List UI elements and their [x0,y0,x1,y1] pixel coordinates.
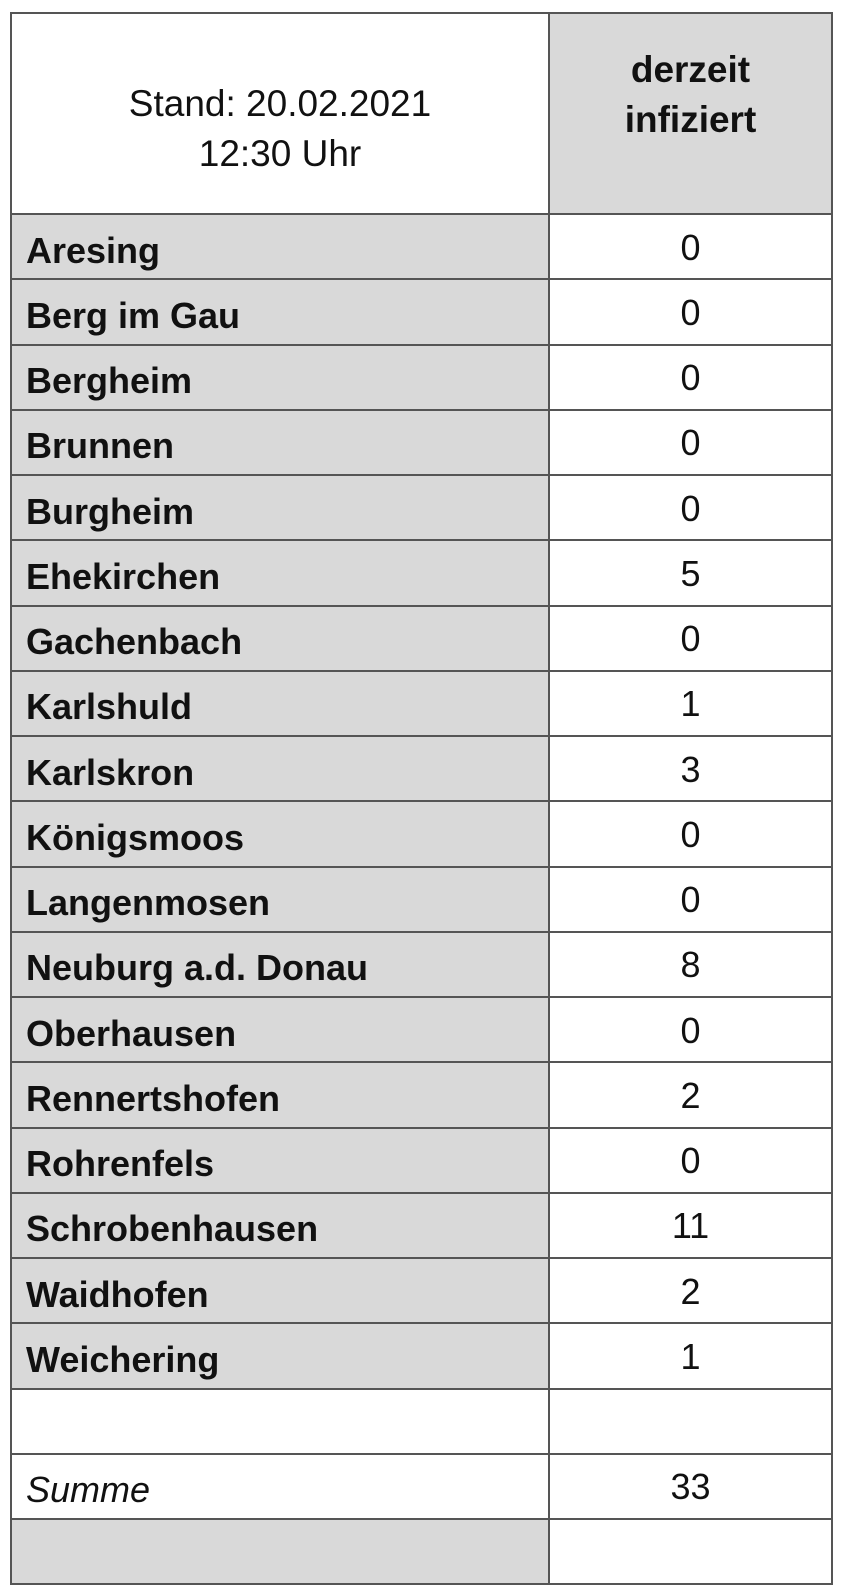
row-name-cell: Gachenbach [10,604,550,672]
row-value-cell: 0 [548,800,833,868]
infected-count: 2 [680,1074,701,1116]
row-name-cell: Rohrenfels [10,1126,550,1194]
row-value-cell: 3 [548,735,833,803]
infected-count: 8 [680,944,701,986]
row-name-cell: Karlskron [10,735,550,803]
municipality-name: Rohrenfels [26,1143,215,1185]
municipality-name: Waidhofen [26,1273,209,1315]
infected-count: 5 [680,552,701,594]
municipality-name: Oberhausen [26,1012,237,1054]
table: Stand: 20.02.2021 12:30 Uhr derzeit infizie… [10,12,833,1585]
stand-line: Stand: 20.02.2021 [128,82,432,124]
row-name-cell: Bergheim [10,343,550,411]
municipality-name: Gachenbach [26,621,243,663]
municipality-name: Aresing [26,229,161,271]
header-stand: Stand: 20.02.2021 12:30 Uhr [10,12,550,215]
infected-count: 0 [680,487,701,529]
row-value-cell: 0 [548,408,833,476]
row-value-cell: 0 [548,996,833,1064]
infected-count: 0 [680,618,701,660]
empty-cell [10,1387,550,1455]
total-value-cell: 33 [548,1452,833,1520]
row-value-cell: 2 [548,1257,833,1325]
infected-count: 3 [680,748,701,790]
municipality-name: Berg im Gau [26,294,241,336]
row-name-cell: Brunnen [10,408,550,476]
row-value-cell: 1 [548,1322,833,1390]
row-name-cell: Karlshuld [10,669,550,737]
row-name-cell: Burgheim [10,474,550,542]
row-value-cell: 1 [548,669,833,737]
infected-count: 11 [671,1205,710,1247]
infected-count: 0 [680,357,701,399]
municipality-name: Langenmosen [26,882,271,924]
municipality-name: Rennertshofen [26,1077,281,1119]
row-value-cell: 5 [548,539,833,607]
row-name-cell: Oberhausen [10,996,550,1064]
infected-count: 0 [680,879,701,921]
municipality-name: Brunnen [26,425,174,467]
infected-count: 0 [680,813,701,855]
stand-line: 12:30 Uhr [198,132,362,174]
row-name-cell: Langenmosen [10,865,550,933]
row-name-cell: Ehekirchen [10,539,550,607]
total-label: Summe [26,1469,151,1511]
infected-count: 0 [680,291,701,333]
municipality-name: Königsmoos [26,816,245,858]
municipality-name: Weichering [26,1338,220,1380]
row-name-cell: Weichering [10,1322,550,1390]
municipality-name: Karlskron [26,751,195,793]
total-value: 33 [670,1466,711,1508]
row-value-cell: 0 [548,1126,833,1194]
municipality-name: Schrobenhausen [26,1208,319,1250]
row-name-cell: Schrobenhausen [10,1191,550,1259]
row-name-cell: Königsmoos [10,800,550,868]
column-header-line: infiziert [624,98,757,140]
infected-count: 0 [680,1140,701,1182]
row-name-cell: Waidhofen [10,1257,550,1325]
row-value-cell: 8 [548,930,833,998]
infected-count: 2 [680,1270,701,1312]
row-name-cell: Berg im Gau [10,278,550,346]
municipality-name: Karlshuld [26,686,193,728]
header-column: derzeit infiziert [548,12,833,215]
municipality-name: Bergheim [26,360,193,402]
row-name-cell: Rennertshofen [10,1061,550,1129]
row-value-cell: 11 [548,1191,833,1259]
empty-cell [548,1387,833,1455]
infected-count: 0 [680,1009,701,1051]
infected-count: 1 [680,1335,701,1377]
row-value-cell: 0 [548,865,833,933]
row-value-cell: 0 [548,343,833,411]
infected-count: 1 [680,683,701,725]
column-header-line: derzeit [630,48,751,90]
row-value-cell: 0 [548,604,833,672]
municipality-name: Burgheim [26,490,195,532]
row-value-cell: 2 [548,1061,833,1129]
partial-row-cell [10,1518,550,1585]
row-value-cell: 0 [548,213,833,281]
municipality-name: Ehekirchen [26,555,221,597]
partial-row-cell [548,1518,833,1585]
infected-count: 0 [680,226,701,268]
municipality-name: Neuburg a.d. Donau [26,947,368,989]
row-name-cell: Neuburg a.d. Donau [10,930,550,998]
total-label-cell: Summe [10,1452,550,1520]
row-name-cell: Aresing [10,213,550,281]
row-value-cell: 0 [548,474,833,542]
row-value-cell: 0 [548,278,833,346]
page: Stand: 20.02.2021 12:30 Uhr derzeit infizie… [10,12,833,1585]
infected-count: 0 [680,422,701,464]
